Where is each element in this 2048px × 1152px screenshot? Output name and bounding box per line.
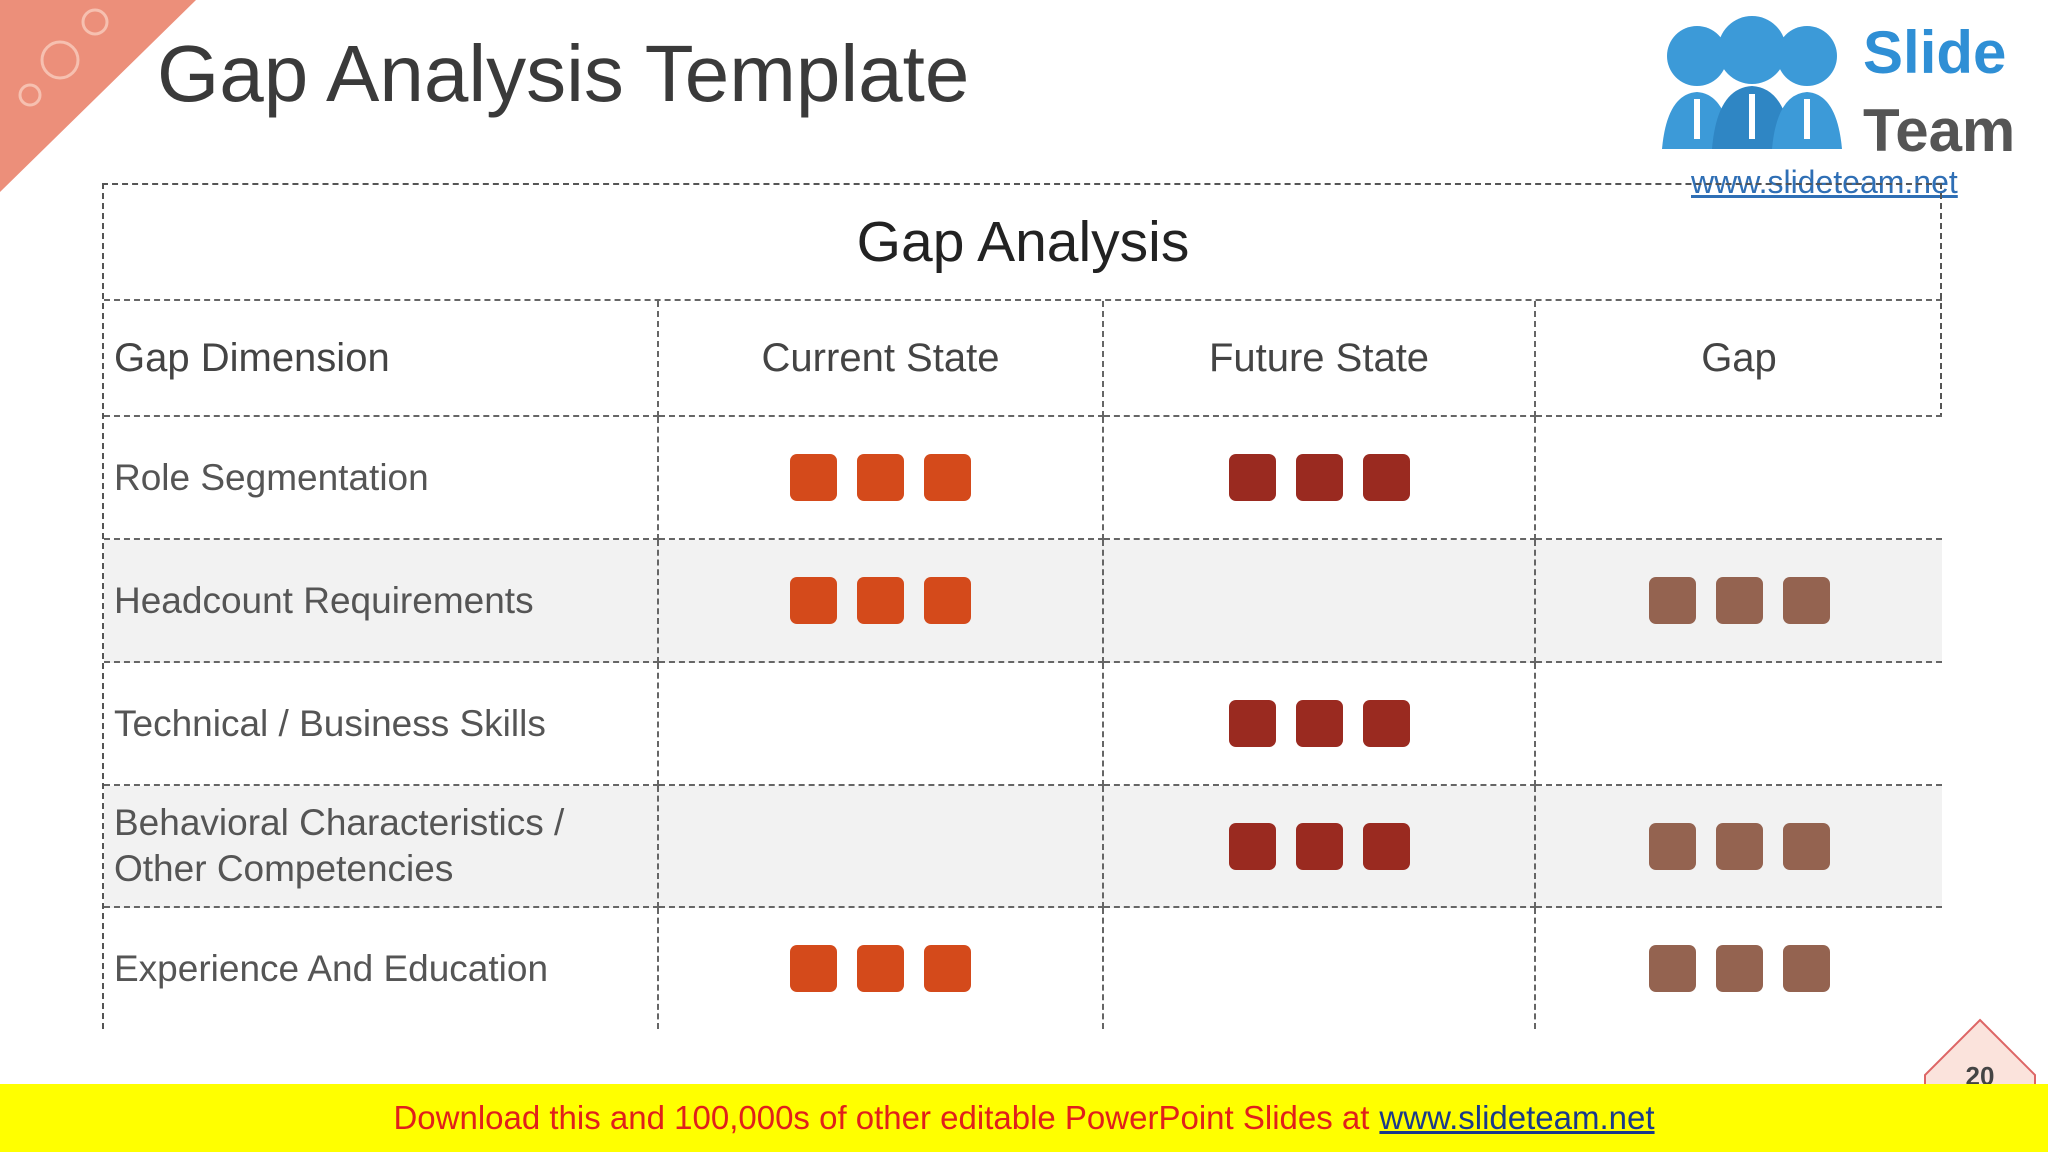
column-header: Gap bbox=[1536, 301, 1942, 417]
indicator-square bbox=[1228, 700, 1276, 747]
indicator-square bbox=[1228, 822, 1276, 870]
table-cell bbox=[659, 540, 1104, 663]
row-label: Role Segmentation bbox=[104, 417, 659, 540]
indicator-square bbox=[857, 454, 904, 501]
logo-word: Slide bbox=[1863, 19, 2007, 86]
indicator-square bbox=[1715, 577, 1763, 624]
indicator-square bbox=[790, 945, 837, 992]
table-cell bbox=[1536, 417, 1942, 540]
table-cell bbox=[1536, 786, 1942, 908]
indicator-square bbox=[1648, 945, 1696, 992]
column-header: Gap Dimension bbox=[104, 301, 659, 417]
indicator-square bbox=[1648, 822, 1696, 870]
indicator-square bbox=[857, 945, 904, 992]
table-cell bbox=[1104, 663, 1536, 786]
column-header: Future State bbox=[1104, 301, 1536, 417]
indicator-square bbox=[790, 577, 837, 624]
footer-link[interactable]: www.slideteam.net bbox=[1379, 1099, 1655, 1136]
table-cell bbox=[659, 663, 1104, 786]
footer-banner: Download this and 100,000s of other edit… bbox=[0, 1084, 2048, 1152]
logo-icon bbox=[1662, 16, 1842, 149]
table-cell bbox=[1104, 417, 1536, 540]
table-cell bbox=[659, 908, 1104, 1029]
table-cell bbox=[659, 417, 1104, 540]
indicator-square bbox=[1295, 700, 1343, 747]
logo-url[interactable]: www.slideteam.net bbox=[1691, 164, 1958, 200]
footer-text: Download this and 100,000s of other edit… bbox=[393, 1099, 1370, 1136]
row-label: Headcount Requirements bbox=[104, 540, 659, 663]
row-label: Behavioral Characteristics / Other Compe… bbox=[104, 786, 659, 908]
indicator-square bbox=[1782, 945, 1830, 992]
table-cell bbox=[1536, 908, 1942, 1029]
indicator-square bbox=[790, 454, 837, 501]
table-cell bbox=[1536, 540, 1942, 663]
indicator-square bbox=[1228, 454, 1276, 501]
indicator-square bbox=[924, 577, 971, 624]
row-label: Experience And Education bbox=[104, 908, 659, 1029]
column-header: Current State bbox=[659, 301, 1104, 417]
table-cell bbox=[1104, 540, 1536, 663]
table-cell bbox=[659, 786, 1104, 908]
indicator-square bbox=[1648, 577, 1696, 624]
page-badge: 20 bbox=[1924, 1018, 2036, 1095]
indicator-square bbox=[1295, 454, 1343, 501]
table-cell bbox=[1104, 908, 1536, 1029]
indicator-square bbox=[1362, 822, 1410, 870]
indicator-square bbox=[1715, 822, 1763, 870]
indicator-square bbox=[1362, 700, 1410, 747]
indicator-square bbox=[1715, 945, 1763, 992]
indicator-square bbox=[924, 945, 971, 992]
logo-word: Team bbox=[1863, 97, 2016, 164]
indicator-square bbox=[924, 454, 971, 501]
table-title: Gap Analysis bbox=[104, 185, 1942, 301]
gap-table: Gap Analysis Gap Dimension Current State Fu… bbox=[102, 183, 1942, 1029]
slide-title: Gap Analysis Template bbox=[157, 29, 970, 118]
indicator-square bbox=[1782, 577, 1830, 624]
indicator-square bbox=[857, 577, 904, 624]
indicator-square bbox=[1295, 822, 1343, 870]
table-cell bbox=[1104, 786, 1536, 908]
indicator-square bbox=[1362, 454, 1410, 501]
corner-decoration bbox=[0, 0, 196, 192]
row-label: Technical / Business Skills bbox=[104, 663, 659, 786]
indicator-square bbox=[1782, 822, 1830, 870]
table-cell bbox=[1536, 663, 1942, 786]
logo: Slide Team www.slideteam.net bbox=[1639, 0, 2039, 200]
